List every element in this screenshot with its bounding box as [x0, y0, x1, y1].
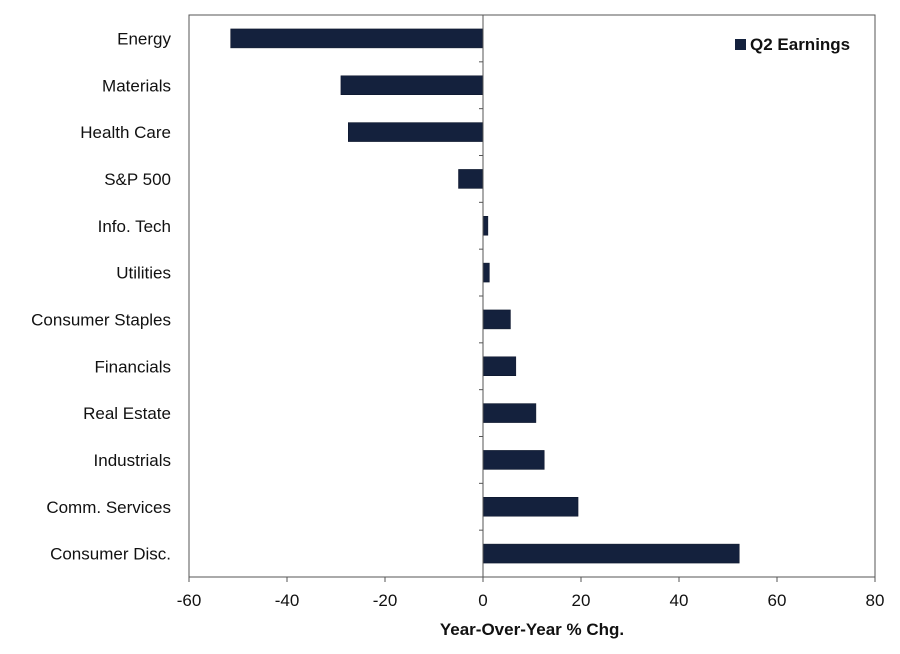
- bar: [348, 122, 484, 142]
- category-label: Utilities: [116, 264, 171, 283]
- x-tick-label: -40: [275, 591, 300, 610]
- bar: [482, 403, 537, 423]
- bars-group: [230, 28, 740, 564]
- category-label: Consumer Staples: [31, 310, 171, 329]
- bar: [482, 356, 517, 376]
- category-label: Consumer Disc.: [50, 545, 171, 564]
- x-tick-label: 40: [670, 591, 689, 610]
- x-tick-label: 60: [768, 591, 787, 610]
- legend-swatch: [735, 39, 746, 50]
- bar: [482, 309, 511, 330]
- category-label: Industrials: [94, 451, 171, 470]
- category-label: Materials: [102, 76, 171, 95]
- bar: [340, 75, 484, 95]
- category-label: S&P 500: [104, 170, 171, 189]
- x-tick-label: 20: [572, 591, 591, 610]
- bar: [482, 450, 545, 470]
- x-tick-label: 80: [866, 591, 885, 610]
- category-label: Real Estate: [83, 404, 171, 423]
- x-tick-label: -60: [177, 591, 202, 610]
- category-label: Financials: [94, 357, 171, 376]
- category-labels: Energy Materials Health Care S&P 500 Info. T…: [31, 29, 483, 564]
- bar: [482, 216, 489, 236]
- plot-area: [188, 14, 876, 578]
- legend-label: Q2 Earnings: [750, 35, 850, 54]
- x-tick-label: -20: [373, 591, 398, 610]
- category-label: Health Care: [80, 123, 171, 142]
- category-label: Comm. Services: [46, 498, 171, 517]
- category-label: Energy: [117, 29, 171, 48]
- x-axis-ticks: -60 -40 -20 0 20 40 60 80: [177, 577, 885, 610]
- x-tick-label: 0: [478, 591, 487, 610]
- bar: [458, 169, 484, 189]
- legend: Q2 Earnings: [735, 35, 850, 54]
- x-axis-title: Year-Over-Year % Chg.: [440, 620, 624, 639]
- category-label: Info. Tech: [98, 217, 171, 236]
- bar: [482, 497, 579, 517]
- bar: [230, 28, 484, 49]
- bar: [482, 262, 490, 283]
- bar: [482, 543, 740, 564]
